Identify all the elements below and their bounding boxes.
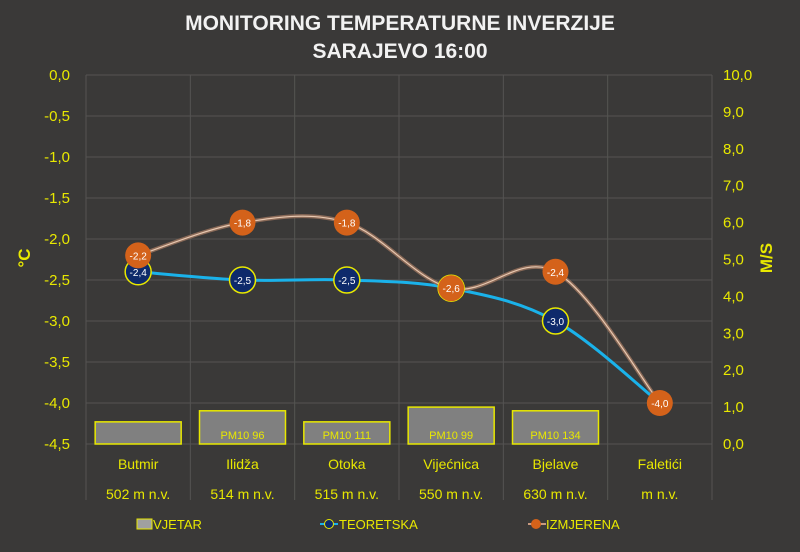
legend-izmjerena-marker bbox=[531, 519, 541, 529]
legend-teoretska: TEORETSKA bbox=[339, 517, 418, 532]
left-axis-label: °C bbox=[15, 248, 34, 267]
izmjerena-data-label: -1,8 bbox=[338, 219, 356, 230]
right-tick-label: 1,0 bbox=[723, 399, 744, 416]
grid bbox=[85, 74, 713, 500]
left-tick-label: -3,0 bbox=[44, 313, 70, 330]
left-tick-label: -1,0 bbox=[44, 149, 70, 166]
right-tick-label: 10,0 bbox=[723, 67, 752, 84]
teoretska-marker bbox=[228, 266, 257, 294]
right-tick-label: 5,0 bbox=[723, 252, 744, 269]
right-tick-label: 7,0 bbox=[723, 178, 744, 195]
right-tick-label: 2,0 bbox=[723, 362, 744, 379]
bar bbox=[198, 410, 287, 445]
legend-teoretska-marker bbox=[324, 519, 334, 529]
legend-izmjerena: IZMJERENA bbox=[546, 517, 620, 532]
legend-vjetar-swatch bbox=[136, 518, 153, 530]
category-label: Faletići bbox=[638, 456, 682, 472]
left-tick-label: -3,5 bbox=[44, 354, 70, 371]
bar-label: PM10 134 bbox=[530, 430, 580, 442]
legend: VJETAR TEORETSKA IZMJERENA bbox=[136, 517, 620, 532]
right-tick-label: 3,0 bbox=[723, 325, 744, 342]
right-axis-label: M/S bbox=[757, 243, 776, 273]
bar bbox=[511, 410, 600, 445]
izmjerena-data-label: -2,4 bbox=[547, 268, 565, 279]
izmjerena-data-label: -2,2 bbox=[130, 251, 148, 262]
izmjerena-marker bbox=[542, 258, 569, 285]
bar-label: PM10 99 bbox=[429, 430, 473, 442]
izmjerena-marker bbox=[438, 275, 465, 302]
category-sublabel: 550 m n.v. bbox=[419, 486, 483, 502]
izmjerena-marker bbox=[229, 209, 256, 236]
left-tick-label: 0,0 bbox=[49, 67, 70, 84]
left-tick-label: -2,0 bbox=[44, 231, 70, 248]
left-tick-label: -0,5 bbox=[44, 108, 70, 125]
izmjerena-data-label: -1,8 bbox=[234, 219, 252, 230]
teoretska-marker bbox=[333, 266, 361, 294]
category-label: Ilidža bbox=[226, 456, 259, 472]
bar bbox=[94, 421, 182, 445]
category-labels: Butmir 502 m n.v. Ilidža 514 m n.v. Otoka 515… bbox=[106, 456, 682, 502]
series-markers: -2,4-2,5-2,5-2,6-3,0-2,2-1,8-1,8-2,6-2,4… bbox=[124, 209, 673, 416]
izmjerena-marker bbox=[333, 209, 360, 236]
left-tick-label: -1,5 bbox=[44, 190, 70, 207]
left-tick-label: -4,5 bbox=[44, 436, 70, 453]
izmjerena-marker bbox=[125, 242, 152, 269]
right-tick-label: 0,0 bbox=[723, 436, 744, 453]
izmjerena-marker bbox=[646, 390, 673, 416]
izmjerena-data-label: -4,0 bbox=[651, 399, 669, 410]
izmjerena-data-label: -2,6 bbox=[443, 284, 461, 295]
left-axis-ticks: 0,0 -0,5 -1,0 -1,5 -2,0 -2,5 -3,0 -3,5 -4,0 -4,5 bbox=[44, 67, 70, 453]
right-axis-ticks: 10,0 9,0 8,0 7,0 6,0 5,0 4,0 3,0 2,0 1,0 0,0 bbox=[723, 67, 752, 453]
chart-title: MONITORING TEMPERATURNE INVERZIJE bbox=[185, 12, 615, 35]
teoretska-data-label: -3,0 bbox=[547, 317, 565, 328]
category-sublabel: 630 m n.v. bbox=[523, 486, 587, 502]
category-sublabel: 514 m n.v. bbox=[210, 486, 274, 502]
chart-subtitle: SARAJEVO 16:00 bbox=[312, 40, 487, 63]
bar-label: PM10 96 bbox=[220, 430, 264, 442]
teoretska-data-label: -2,4 bbox=[130, 268, 148, 279]
right-tick-label: 8,0 bbox=[723, 141, 744, 158]
wind-bars: PM10 96 PM10 111 PM10 99 PM10 134 bbox=[94, 406, 600, 445]
bar-label: PM10 111 bbox=[323, 430, 372, 442]
right-tick-label: 9,0 bbox=[723, 104, 744, 121]
category-sublabel: 502 m n.v. bbox=[106, 486, 170, 502]
left-tick-label: -4,0 bbox=[44, 395, 70, 412]
legend-vjetar: VJETAR bbox=[153, 517, 202, 532]
bar bbox=[303, 421, 391, 445]
category-sublabel: m n.v. bbox=[641, 486, 678, 502]
teoretska-data-label: -2,5 bbox=[234, 276, 252, 287]
left-tick-label: -2,5 bbox=[44, 272, 70, 289]
category-label: Otoka bbox=[328, 456, 366, 472]
bar bbox=[407, 406, 495, 445]
teoretska-marker bbox=[541, 307, 570, 335]
right-tick-label: 4,0 bbox=[723, 288, 744, 305]
category-label: Butmir bbox=[118, 456, 159, 472]
right-tick-label: 6,0 bbox=[723, 215, 744, 232]
category-label: Bjelave bbox=[533, 456, 579, 472]
category-label: Vijećnica bbox=[423, 456, 479, 472]
teoretska-data-label: -2,5 bbox=[338, 276, 356, 287]
category-sublabel: 515 m n.v. bbox=[315, 486, 379, 502]
